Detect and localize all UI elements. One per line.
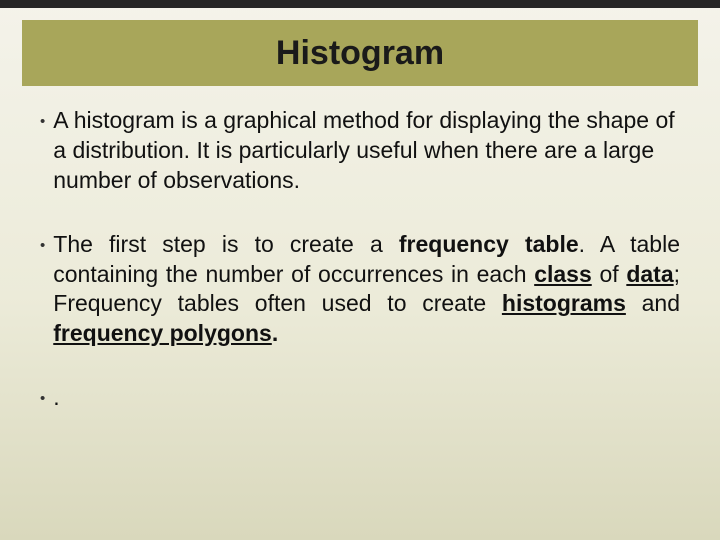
text-run: of [592, 261, 627, 287]
text-underline-bold: histograms [502, 290, 626, 316]
text-run: and [626, 290, 680, 316]
bullet-3: • . [40, 383, 680, 414]
text-run: . [53, 384, 59, 410]
text-run: A histogram is a graphical method for di… [53, 107, 674, 193]
bullet-dot: • [40, 231, 45, 261]
text-bold: . [272, 320, 278, 346]
bullet-2-text: The first step is to create a frequency … [53, 230, 680, 350]
bullet-1: • A histogram is a graphical method for … [40, 106, 680, 196]
bullet-dot: • [40, 107, 45, 137]
text-underline-bold: data [626, 261, 673, 287]
bullet-3-text: . [53, 383, 59, 413]
text-run: The first step is to create a [53, 231, 399, 257]
text-underline-bold: frequency polygons [53, 320, 272, 346]
slide-title: Histogram [276, 34, 444, 73]
bullet-2: • The first step is to create a frequenc… [40, 230, 680, 350]
bullet-1-text: A histogram is a graphical method for di… [53, 106, 680, 196]
content-area: • A histogram is a graphical method for … [0, 86, 720, 414]
bullet-dot: • [40, 384, 45, 414]
top-strip [0, 0, 720, 8]
text-bold: frequency table [399, 231, 579, 257]
title-bar: Histogram [22, 20, 698, 86]
text-underline-bold: class [534, 261, 592, 287]
